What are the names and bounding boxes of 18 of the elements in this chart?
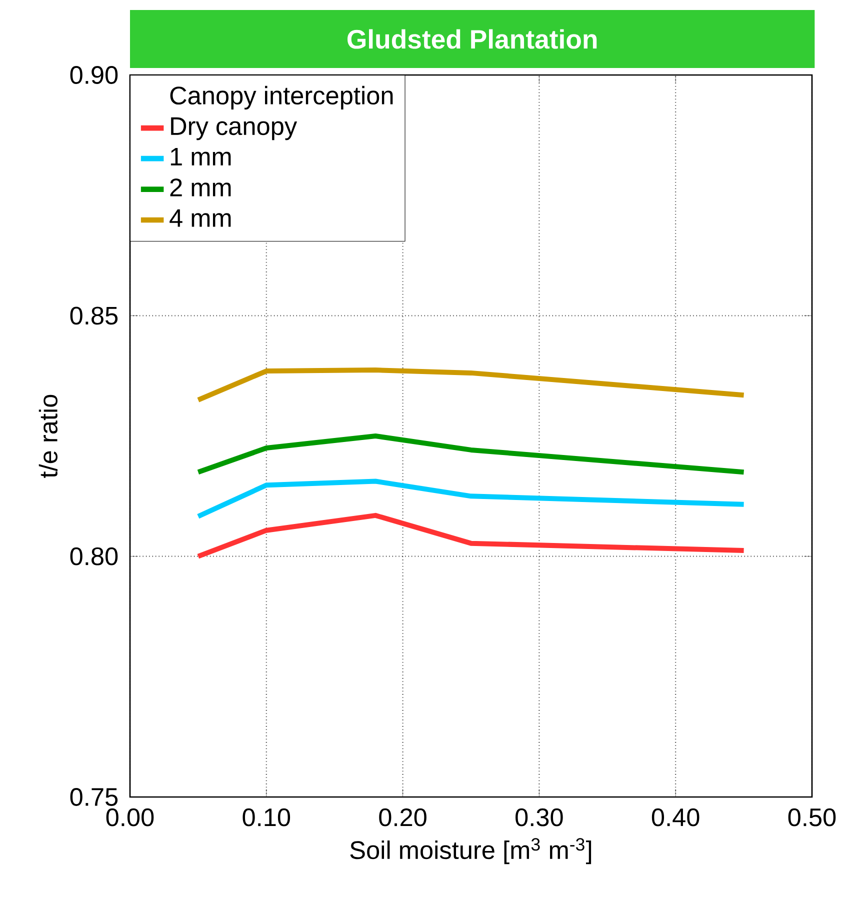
x-tick-label: 0.40	[652, 808, 700, 826]
legend-label: 4 mm	[170, 209, 231, 227]
legend-label: 2 mm	[170, 178, 231, 196]
x-axis-title: Soil moisture [m$^{3}$ m$^{-3}$]	[350, 838, 592, 864]
y-axis-title: t/e ratio	[38, 394, 58, 478]
chart-title: Gludsted Plantation	[347, 29, 597, 49]
legend-title: Canopy interception	[170, 86, 393, 110]
x-tick-label: 0.00	[106, 808, 154, 826]
x-tick-label: 0.30	[516, 808, 563, 826]
x-tick-label: 0.50	[788, 808, 836, 826]
y-tick-label: 0.80	[70, 547, 118, 566]
x-tick-label: 0.10	[242, 808, 290, 826]
legend-label: 1 mm	[170, 148, 231, 166]
y-tick-label: 0.85	[70, 306, 118, 325]
y-tick-label: 0.90	[70, 66, 118, 84]
y-tick-label: 0.75	[70, 788, 118, 806]
legend-label: Dry canopy	[171, 117, 298, 140]
x-tick-label: 0.20	[379, 808, 426, 826]
